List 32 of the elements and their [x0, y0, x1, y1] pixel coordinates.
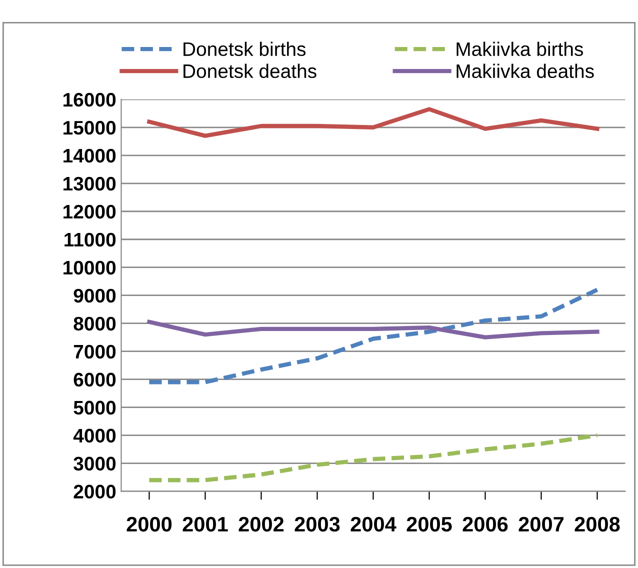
legend-label: Donetsk births — [184, 42, 306, 56]
y-tick-label: 3000 — [74, 456, 116, 471]
line-series — [147, 288, 600, 384]
line-series — [147, 320, 600, 340]
x-tick-label: 2003 — [294, 516, 340, 532]
legend-label: Makiivka births — [456, 42, 584, 56]
x-tick-label: 2005 — [406, 516, 452, 532]
x-tick-label: 2000 — [126, 516, 172, 532]
line-series — [147, 433, 600, 482]
y-tick-label: 13000 — [64, 176, 116, 191]
y-tick-label: 12000 — [64, 204, 116, 219]
y-tick-label: 10000 — [64, 260, 116, 275]
x-tick-label: 2004 — [350, 516, 396, 532]
y-tick-label: 5000 — [74, 400, 116, 415]
line-series — [147, 107, 600, 138]
y-tick-label: 11000 — [64, 232, 116, 247]
y-tick-label: 4000 — [73, 428, 116, 443]
y-tick-label: 2000 — [74, 484, 116, 499]
y-tick-label: 8000 — [74, 316, 116, 331]
y-tick-label: 6000 — [74, 372, 116, 387]
legend-label: Makiivka deaths — [456, 64, 594, 78]
y-tick-label: 14000 — [64, 148, 116, 163]
y-tick-label: 15000 — [64, 120, 116, 135]
x-tick-label: 2002 — [238, 516, 284, 532]
y-tick-label: 16000 — [64, 92, 116, 107]
x-tick-label: 2007 — [518, 516, 564, 532]
x-tick-label: 2008 — [574, 516, 620, 532]
x-tick-label: 2006 — [462, 516, 508, 532]
y-tick-label: 7000 — [74, 344, 116, 359]
y-tick-label: 9000 — [74, 288, 116, 303]
legend-label: Donetsk deaths — [184, 64, 316, 78]
x-tick-label: 2001 — [182, 516, 228, 532]
